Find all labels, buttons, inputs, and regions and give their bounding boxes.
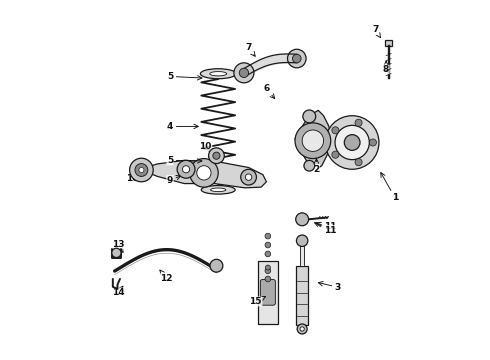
Text: 8: 8 <box>383 61 389 74</box>
Circle shape <box>265 242 270 248</box>
FancyBboxPatch shape <box>260 279 275 305</box>
Circle shape <box>190 158 218 187</box>
Text: 2: 2 <box>313 165 319 174</box>
Circle shape <box>296 235 308 247</box>
Text: 13: 13 <box>112 240 124 252</box>
Circle shape <box>265 268 270 274</box>
Bar <box>258 261 278 324</box>
Text: 7: 7 <box>245 43 255 56</box>
Text: 14: 14 <box>112 286 124 297</box>
Text: 12: 12 <box>160 270 172 283</box>
Ellipse shape <box>200 69 236 79</box>
Circle shape <box>369 139 376 146</box>
Circle shape <box>265 233 270 239</box>
Ellipse shape <box>211 188 226 192</box>
Circle shape <box>209 148 224 163</box>
Circle shape <box>344 135 360 150</box>
Text: 10: 10 <box>199 141 214 153</box>
Circle shape <box>197 166 211 180</box>
Circle shape <box>234 63 254 83</box>
Bar <box>385 40 392 46</box>
Circle shape <box>293 54 301 63</box>
Circle shape <box>266 265 270 270</box>
Circle shape <box>295 123 331 158</box>
Ellipse shape <box>210 72 227 76</box>
Circle shape <box>297 324 307 334</box>
Text: 6: 6 <box>263 84 275 99</box>
Text: 4: 4 <box>167 122 198 131</box>
Circle shape <box>182 166 190 173</box>
Circle shape <box>303 110 316 123</box>
Text: 11: 11 <box>315 222 337 234</box>
Circle shape <box>265 251 270 257</box>
Text: 3: 3 <box>318 282 341 292</box>
Text: 1: 1 <box>381 172 398 202</box>
Circle shape <box>300 327 304 331</box>
Circle shape <box>302 130 323 152</box>
Circle shape <box>241 169 256 185</box>
Text: 5: 5 <box>167 72 202 81</box>
Circle shape <box>355 119 362 126</box>
Text: 11: 11 <box>317 222 337 231</box>
Circle shape <box>210 259 223 272</box>
Text: 5: 5 <box>167 156 202 165</box>
Text: 7: 7 <box>372 26 380 37</box>
Circle shape <box>265 276 270 282</box>
Circle shape <box>245 174 252 180</box>
Circle shape <box>325 116 379 169</box>
Circle shape <box>213 152 220 159</box>
Circle shape <box>135 163 148 176</box>
Circle shape <box>332 127 339 134</box>
Text: 1: 1 <box>392 193 398 202</box>
Circle shape <box>112 248 121 257</box>
Text: 9: 9 <box>167 175 181 185</box>
Circle shape <box>139 167 144 172</box>
Bar <box>296 266 308 325</box>
Circle shape <box>239 68 248 77</box>
Circle shape <box>296 213 309 226</box>
Circle shape <box>332 151 339 158</box>
Circle shape <box>335 125 369 159</box>
Circle shape <box>177 160 195 178</box>
Text: 3: 3 <box>335 283 341 292</box>
Bar <box>300 244 304 266</box>
Circle shape <box>288 49 306 68</box>
Polygon shape <box>295 111 331 169</box>
Circle shape <box>355 159 362 166</box>
Polygon shape <box>140 160 267 188</box>
Text: 2: 2 <box>313 159 319 174</box>
Ellipse shape <box>201 185 235 194</box>
Text: 10: 10 <box>126 174 143 183</box>
Circle shape <box>130 158 153 182</box>
Text: 15: 15 <box>249 297 266 306</box>
Circle shape <box>304 160 315 171</box>
